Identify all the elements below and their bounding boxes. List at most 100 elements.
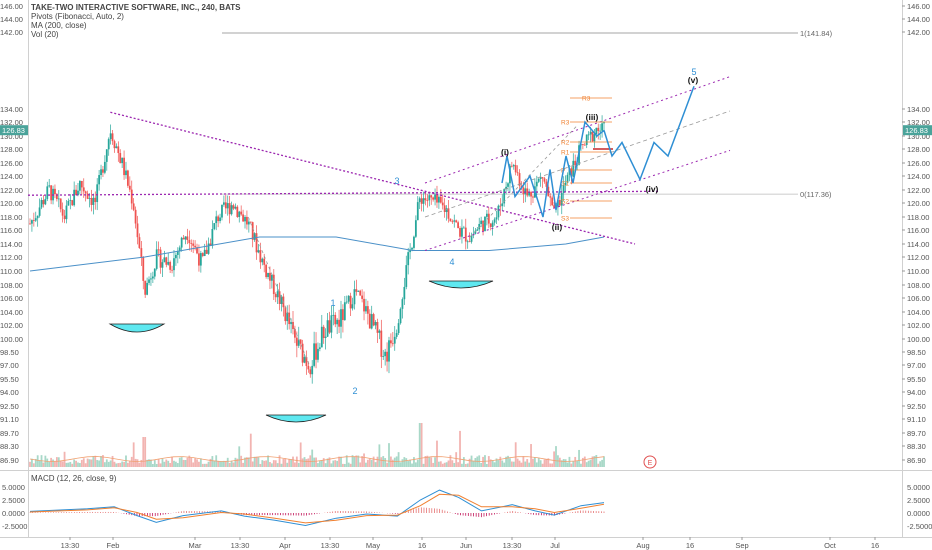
volume-bar bbox=[209, 458, 212, 467]
volume-bar bbox=[489, 459, 492, 467]
macd-tick-left: 5.0000 bbox=[2, 483, 25, 492]
candle-body bbox=[142, 256, 145, 281]
volume-bar bbox=[413, 457, 415, 467]
pivots-indicator-label[interactable]: Pivots (Fibonacci, Auto, 2) bbox=[31, 12, 124, 21]
candle-body bbox=[146, 282, 149, 295]
volume-indicator-label[interactable]: Vol (20) bbox=[31, 30, 59, 39]
volume-bar bbox=[261, 460, 264, 467]
price-tick-right: 132.00 bbox=[907, 118, 930, 127]
candle-body bbox=[207, 243, 210, 254]
price-tick-right: 124.00 bbox=[907, 172, 930, 181]
candle-body bbox=[340, 309, 342, 327]
candle-body bbox=[36, 215, 39, 219]
candle-body bbox=[390, 340, 392, 344]
price-tick-left: 88.30 bbox=[0, 442, 19, 451]
volume-bar bbox=[384, 458, 387, 467]
volume-bar bbox=[566, 462, 569, 467]
candle-body bbox=[311, 365, 314, 375]
candle-body bbox=[127, 170, 129, 186]
time-tick: Mar bbox=[189, 541, 202, 550]
volume-bar bbox=[345, 455, 348, 467]
impulse-dashed-line bbox=[469, 125, 578, 238]
volume-bar bbox=[388, 443, 390, 467]
volume-bar bbox=[247, 457, 250, 467]
price-tick-left: 110.00 bbox=[0, 267, 22, 276]
candle-body bbox=[439, 196, 442, 203]
price-tick-left: 120.00 bbox=[0, 199, 23, 208]
volume-bar bbox=[535, 462, 538, 467]
candle-body bbox=[98, 175, 101, 185]
volume-bar bbox=[267, 455, 269, 467]
volume-bar bbox=[228, 462, 231, 467]
macd-indicator-label[interactable]: MACD (12, 26, close, 9) bbox=[31, 474, 117, 483]
volume-bar bbox=[103, 462, 106, 467]
volume-bar bbox=[174, 461, 177, 467]
volume-bar bbox=[461, 463, 463, 467]
volume-bar bbox=[336, 460, 339, 467]
volume-bar bbox=[355, 455, 358, 467]
price-tick-left: 89.70 bbox=[0, 429, 19, 438]
candle-body bbox=[353, 289, 356, 305]
wave-label-3: 3 bbox=[394, 176, 399, 186]
volume-bar bbox=[397, 452, 400, 467]
volume-bar bbox=[249, 433, 252, 467]
candle-body bbox=[96, 184, 99, 203]
volume-bar bbox=[46, 458, 49, 467]
volume-bar bbox=[459, 430, 461, 467]
time-tick: Feb bbox=[107, 541, 120, 550]
volume-bar bbox=[119, 462, 122, 467]
volume-bar bbox=[485, 463, 488, 467]
candle-body bbox=[211, 228, 214, 246]
candle-body bbox=[384, 351, 387, 357]
volume-bar bbox=[128, 460, 131, 467]
volume-bar bbox=[280, 463, 283, 467]
volume-bar bbox=[186, 457, 189, 467]
volume-bar bbox=[468, 458, 471, 467]
candle-body bbox=[188, 239, 191, 244]
volume-bar bbox=[90, 459, 93, 467]
pivot-label: R3 bbox=[582, 96, 591, 103]
candle-body bbox=[132, 203, 135, 210]
candle-body bbox=[105, 149, 108, 162]
candle-body bbox=[249, 221, 252, 223]
volume-bar bbox=[363, 453, 365, 467]
volume-bar bbox=[246, 457, 248, 467]
candle-body bbox=[103, 161, 106, 173]
candle-body bbox=[180, 237, 183, 248]
price-tick-left: 91.10 bbox=[0, 415, 19, 424]
price-tick-left: 146.00 bbox=[0, 2, 23, 11]
candle-body bbox=[161, 262, 164, 268]
volume-bar bbox=[601, 459, 603, 467]
volume-bar bbox=[509, 458, 511, 467]
volume-bar bbox=[543, 459, 546, 467]
volume-bar bbox=[368, 458, 371, 467]
volume-bar bbox=[317, 463, 319, 467]
price-tick-right: 120.00 bbox=[907, 199, 930, 208]
price-tick-right: 112.00 bbox=[907, 253, 929, 262]
volume-bar bbox=[533, 457, 536, 467]
candle-body bbox=[457, 222, 460, 229]
volume-bar bbox=[549, 463, 552, 467]
candle-body bbox=[71, 200, 74, 206]
ma-indicator-label[interactable]: MA (200, close) bbox=[31, 21, 87, 30]
volume-bar bbox=[251, 461, 254, 467]
candle-body bbox=[493, 219, 496, 223]
macd-tick-left: 2.5000 bbox=[2, 496, 25, 505]
candle-body bbox=[226, 203, 229, 209]
candle-body bbox=[447, 208, 450, 219]
candle-body bbox=[585, 134, 588, 145]
macd-tick-left: 0.0000 bbox=[2, 509, 25, 518]
candle-body bbox=[512, 165, 515, 167]
price-tick-left: 102.00 bbox=[0, 321, 23, 330]
candle-body bbox=[50, 185, 53, 201]
candle-body bbox=[386, 351, 388, 362]
candle-body bbox=[445, 208, 448, 212]
volume-bar bbox=[457, 462, 460, 467]
candle-body bbox=[128, 185, 131, 190]
price-tick-right: 91.10 bbox=[907, 415, 926, 424]
price-tick-left: 112.00 bbox=[0, 253, 22, 262]
volume-bar bbox=[274, 460, 277, 467]
candle-body bbox=[121, 157, 124, 164]
volume-bar bbox=[140, 459, 143, 467]
